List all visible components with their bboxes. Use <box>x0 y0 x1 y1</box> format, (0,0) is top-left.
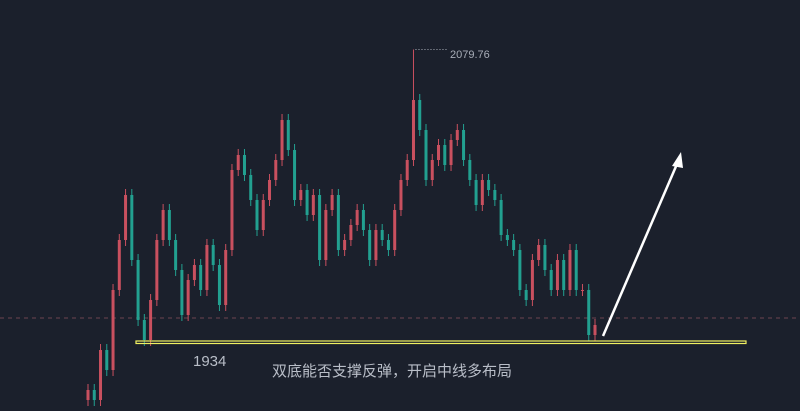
candle-body <box>430 160 434 180</box>
candle-body <box>274 160 278 180</box>
candle-body <box>487 180 491 190</box>
candle-body <box>343 240 347 250</box>
candle-body <box>393 210 397 250</box>
candle-body <box>186 280 190 315</box>
candle-body <box>505 235 509 240</box>
candle-body <box>562 260 566 290</box>
candle-body <box>217 265 221 305</box>
candle-body <box>136 260 140 320</box>
candle-body <box>330 195 334 210</box>
candle-body <box>324 210 328 260</box>
candle-body <box>86 390 90 400</box>
candle-body <box>462 130 466 160</box>
candle-body <box>399 180 403 210</box>
candle-body <box>124 195 128 240</box>
candle-body <box>411 100 415 160</box>
candle-body <box>593 325 597 335</box>
candle-body <box>230 170 234 250</box>
candle-body <box>524 290 528 300</box>
candle-body <box>130 195 134 260</box>
candle-body <box>199 265 203 290</box>
support-price-label: 1934 <box>193 353 227 370</box>
candle-body <box>336 195 340 250</box>
candle-body <box>443 145 447 165</box>
candle-body <box>161 210 165 240</box>
support-line <box>135 340 747 345</box>
candle-body <box>268 180 272 200</box>
candle-body <box>99 350 103 400</box>
candle-body <box>574 250 578 290</box>
candle-body <box>368 230 372 260</box>
candle-body <box>374 230 378 260</box>
candle-body <box>518 250 522 290</box>
candle-body <box>236 155 240 170</box>
annotation-text: 双底能否支撑反弹，开启中线多布局 <box>272 363 513 380</box>
candle-body <box>380 230 384 240</box>
candle-body <box>305 190 309 215</box>
candle-body <box>174 240 178 270</box>
candle-body <box>293 150 297 200</box>
candle-body <box>318 195 322 260</box>
candle-body <box>424 130 428 180</box>
candle-body <box>180 270 184 315</box>
arrow-shaft <box>601 163 679 337</box>
candle-body <box>587 290 591 335</box>
candle-body <box>555 260 559 290</box>
candle-body <box>280 120 284 160</box>
candle-body <box>537 245 541 260</box>
candle-body <box>261 200 265 230</box>
candle-body <box>205 245 209 290</box>
candle-body <box>530 260 534 300</box>
candle-body <box>92 390 96 400</box>
candle-body <box>105 350 109 370</box>
candle-body <box>224 250 228 305</box>
candle-body <box>286 120 290 150</box>
candle-body <box>311 195 315 215</box>
candle-body <box>543 245 547 270</box>
candle-body <box>455 130 459 140</box>
candle-body <box>474 180 478 205</box>
candle-body <box>361 210 365 230</box>
candle-body <box>111 290 115 370</box>
candle-body <box>493 190 497 200</box>
candles <box>86 49 597 406</box>
candle-body <box>480 180 484 205</box>
candle-body <box>299 190 303 200</box>
candle-body <box>512 240 516 250</box>
candle-body <box>242 155 246 175</box>
candle-body <box>117 240 121 290</box>
candle-body <box>405 160 409 180</box>
candle-body <box>349 225 353 240</box>
candle-body <box>468 160 472 180</box>
candle-body <box>499 200 503 235</box>
arrow-head-icon <box>672 152 683 168</box>
candle-body <box>418 100 422 130</box>
candle-body <box>149 300 153 340</box>
candle-body <box>580 290 584 291</box>
candle-body <box>211 245 215 265</box>
candle-body <box>449 140 453 165</box>
candle-body <box>255 200 259 230</box>
candle-body <box>249 175 253 200</box>
candle-body <box>142 320 146 340</box>
candle-body <box>568 250 572 290</box>
candle-body <box>192 265 196 280</box>
max-price-label: 2079.76 <box>450 49 490 61</box>
candle-body <box>155 240 159 300</box>
candle-body <box>386 240 390 250</box>
candle-body <box>549 270 553 290</box>
candle-body <box>167 210 171 240</box>
candle-body <box>437 145 441 160</box>
candle-body <box>355 210 359 225</box>
